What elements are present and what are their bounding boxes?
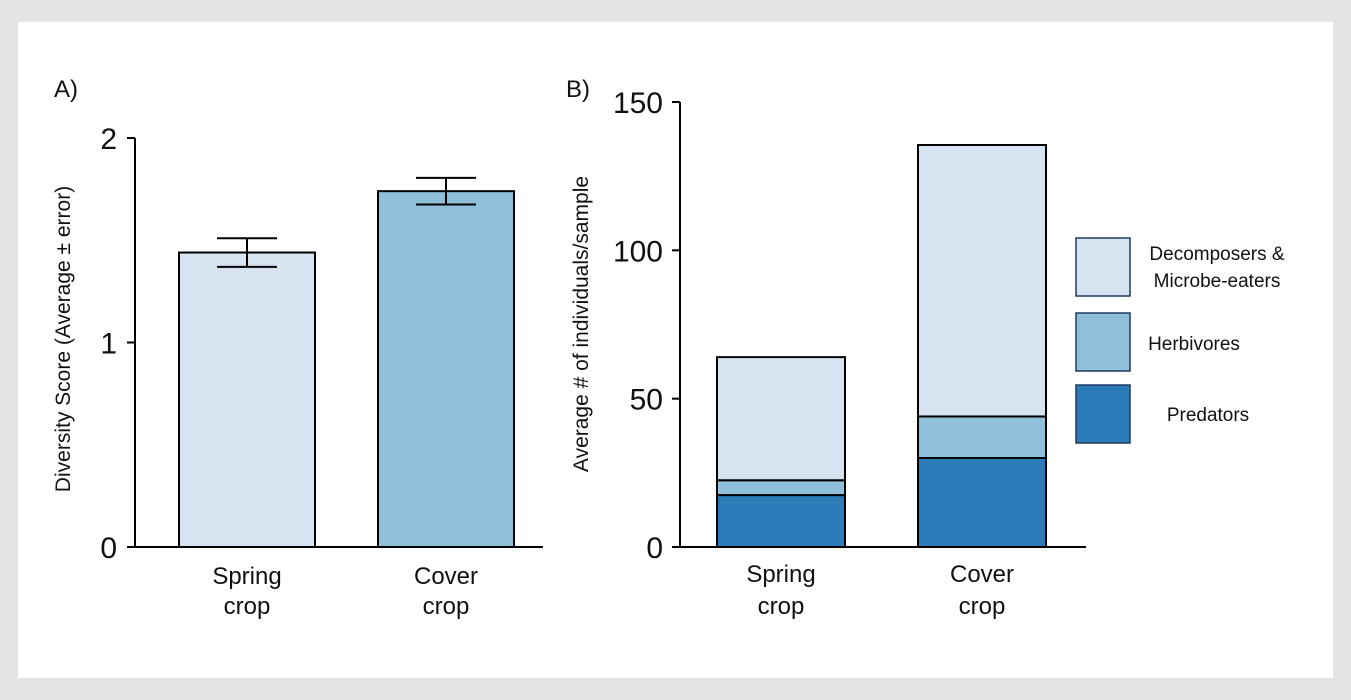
panel-b-category-label-2b: crop xyxy=(959,593,1006,620)
panel-b-category-label-2a: Cover xyxy=(950,561,1014,588)
panel-b-y-tick-label: 0 xyxy=(646,532,663,565)
panel-a-y-ticks: 0 1 2 xyxy=(100,123,135,565)
legend-label-predators: Predators xyxy=(1167,405,1249,426)
panel-a-category-label-2b: crop xyxy=(423,593,470,620)
panel-a-y-tick-label: 1 xyxy=(100,328,117,361)
panel-b-y-ticks: 0 50 100 150 xyxy=(613,87,680,565)
panel-a-category-label-1a: Spring xyxy=(212,563,281,590)
figure-panel: A) Diversity Score (Average ± error) 0 1 2… xyxy=(18,22,1333,678)
legend-swatch-predators xyxy=(1075,384,1131,444)
panel-a-category-label-2a: Cover xyxy=(414,563,478,590)
panel-a-category-label-1b: crop xyxy=(224,593,271,620)
panel-b-category-label-1a: Spring xyxy=(746,561,815,588)
legend-swatch-herbivores xyxy=(1075,312,1131,372)
panel-a-bars xyxy=(178,190,515,549)
panel-b-bar-segment xyxy=(917,457,1047,548)
legend-label-decomposers-2: Microbe-eaters xyxy=(1154,271,1281,292)
panel-b-y-tick-label: 150 xyxy=(613,87,663,120)
panel-b-stacked-bars xyxy=(716,144,1047,549)
panel-a-y-tick-label: 2 xyxy=(100,123,117,156)
panel-a: A) Diversity Score (Average ± error) 0 1 2… xyxy=(52,76,543,620)
panel-b-category-label-1b: crop xyxy=(758,593,805,620)
panel-b-bar-segment xyxy=(716,494,846,549)
panel-a-bar xyxy=(377,190,515,548)
figure-svg: A) Diversity Score (Average ± error) 0 1 2… xyxy=(52,76,1285,620)
legend-label-herbivores: Herbivores xyxy=(1148,334,1240,355)
legend-swatch-decomposers xyxy=(1075,237,1131,297)
panel-a-error-bars xyxy=(217,176,476,268)
legend: Decomposers & Microbe-eaters Herbivores … xyxy=(1075,237,1285,444)
panel-b-y-axis-title: Average # of individuals/sample xyxy=(570,176,593,472)
panel-a-bar xyxy=(178,251,316,549)
panel-b: B) Average # of individuals/sample 0 50 10… xyxy=(566,76,1285,620)
panel-b-y-tick-label: 50 xyxy=(630,384,663,417)
panel-a-y-axis-title: Diversity Score (Average ± error) xyxy=(52,186,75,492)
panel-b-bar-segment xyxy=(917,144,1047,418)
panel-a-label: A) xyxy=(54,76,78,103)
panel-b-bar-segment xyxy=(716,479,846,497)
panel-b-label: B) xyxy=(566,76,590,103)
panel-b-bar-segment xyxy=(917,415,1047,460)
panel-b-y-tick-label: 100 xyxy=(613,235,663,268)
legend-label-decomposers-1: Decomposers & xyxy=(1149,244,1284,265)
panel-a-y-tick-label: 0 xyxy=(100,532,117,565)
panel-b-bar-segment xyxy=(716,356,846,482)
